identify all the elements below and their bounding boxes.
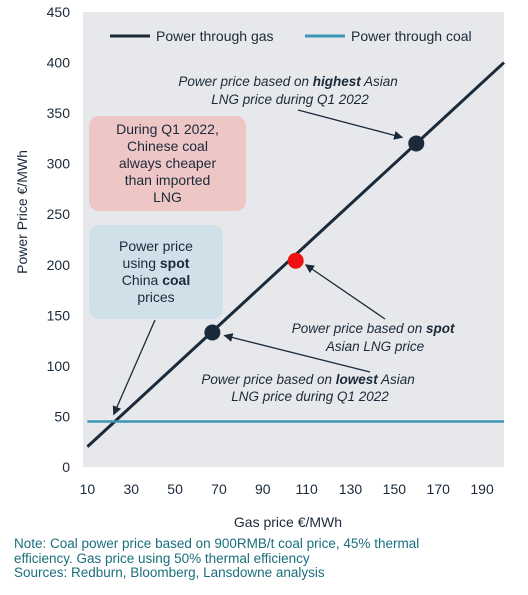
callout-spot-line: prices [137,289,175,305]
x-tick-label: 110 [295,481,318,497]
x-tick-label: 70 [211,481,227,497]
annotation-spot-line1: Power price based on spot [292,321,455,336]
x-tick-label: 50 [167,481,183,497]
y-tick-label: 250 [47,206,71,222]
x-tick-label: 90 [255,481,271,497]
point-spot [287,252,304,269]
annotation-highest: Power price based on highest Asian LNG p… [178,74,401,107]
y-tick-label: 450 [47,4,71,20]
callout-coal-line: During Q1 2022, [116,121,219,137]
y-tick-label: 300 [47,156,71,172]
x-tick-label: 150 [383,481,407,497]
callout-coal-line: always cheaper [118,155,217,171]
chart-notes: Note: Coal power price based on 900RMB/t… [14,536,519,581]
callout-coal-line: than imported [124,172,211,188]
y-tick-label: 50 [54,408,70,424]
callout-coal-cheaper: During Q1 2022, Chinese coal always chea… [89,116,246,211]
legend-label-coal: Power through coal [351,28,472,44]
annotation-highest-line1: Power price based on highest Asian [178,74,397,89]
note-line: Sources: Redburn, Bloomberg, Lansdowne a… [14,565,325,580]
arrow-highest [297,109,404,140]
arrow-breakeven [112,319,156,416]
x-axis-title: Gas price €/MWh [234,514,342,530]
annotation-lowest-line2: LNG price during Q1 2022 [231,389,389,404]
point-highest [408,135,425,152]
callout-spot-coal: Power price using spot China coal prices [89,225,223,319]
annotation-spot: Power price based on spot Asian LNG pric… [292,321,459,354]
y-tick-label: 350 [47,105,71,121]
y-tick-label: 150 [47,307,71,323]
callout-coal-line: Chinese coal [127,138,208,154]
annotation-highest-line2: LNG price during Q1 2022 [211,92,369,107]
annotation-lowest-line1: Power price based on lowest Asian [201,372,414,387]
callout-spot-line: Power price [119,238,193,254]
y-tick-label: 100 [47,358,71,374]
x-tick-label: 170 [427,481,451,497]
x-tick-label: 30 [123,481,139,497]
note-line: efficiency. Gas price using 50% thermal … [14,550,310,566]
arrow-lowest [223,333,371,373]
x-tick-label: 10 [80,481,96,497]
annotation-spot-line2: Asian LNG price [325,339,424,354]
callout-spot-line: China coal [121,272,191,288]
arrow-spot [304,264,386,320]
legend: Power through gas Power through coal [110,28,472,44]
x-tick-label: 190 [470,481,494,497]
callout-coal-line: LNG [153,189,182,205]
annotation-lowest: Power price based on lowest Asian LNG pr… [201,372,418,404]
y-axis-title: Power Price €/MWh [14,150,30,274]
legend-label-gas: Power through gas [156,28,274,44]
point-lowest [204,324,221,341]
y-tick-label: 200 [47,257,71,273]
y-tick-label: 400 [47,55,71,71]
x-tick-label: 130 [339,481,363,497]
note-line: Note: Coal power price based on 900RMB/t… [14,536,420,551]
callout-spot-line: using spot [122,255,190,271]
y-tick-label: 0 [62,459,70,475]
